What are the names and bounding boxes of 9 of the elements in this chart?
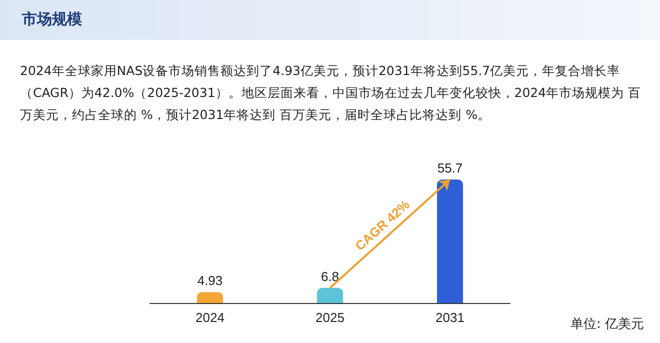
data-label: 55.7 bbox=[437, 160, 463, 176]
text: 单位: 亿美元 bbox=[570, 316, 644, 333]
x-tick-label: 2031 bbox=[436, 310, 464, 325]
chart-subtitle: 2024年全球家用NAS设备市场销售额达到了4.93亿美元，预计2031年将达到55.7亿美元，年复合增长率（CAGR）为42.0%（2025-2031）。地区层面来看，中国市场在过去几年变化较快，2024年市场规模为 百万美元，约占全球的 %，预计2031年将达到 百万美元，届时全球占比将达到 %。 bbox=[20, 62, 642, 124]
data-label: 6.8 bbox=[320, 268, 340, 284]
data-label: 4.93 bbox=[197, 273, 223, 288]
chart-title: 市场规模 bbox=[22, 10, 82, 29]
x-tick-label: 2025 bbox=[316, 310, 344, 325]
x-tick-label: 2024 bbox=[196, 310, 224, 325]
